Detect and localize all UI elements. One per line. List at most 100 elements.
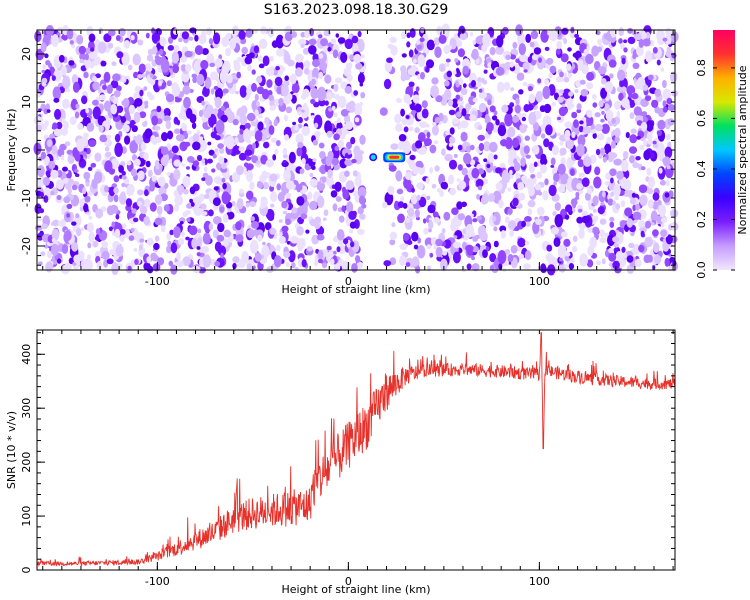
heatmap-cell: [500, 230, 506, 239]
heatmap-cell: [642, 84, 649, 91]
heatmap-cell: [146, 256, 152, 264]
heatmap-cell: [213, 85, 219, 90]
heatmap-cell: [314, 260, 318, 267]
heatmap-cell: [88, 231, 95, 243]
heatmap-cell: [384, 60, 393, 73]
heatmap-cell: [397, 201, 404, 209]
heatmap-cell: [131, 208, 137, 214]
heatmap-y-tick-label: 0: [20, 147, 33, 154]
heatmap-cell: [581, 177, 590, 187]
heatmap-cell: [471, 245, 479, 253]
heatmap-cell: [487, 152, 495, 163]
heatmap-cell: [301, 126, 311, 136]
heatmap-cell: [354, 103, 361, 111]
heatmap-cell: [115, 35, 121, 41]
heatmap-cell: [275, 66, 280, 71]
heatmap-cell: [40, 42, 47, 53]
heatmap-cell: [83, 71, 89, 79]
heatmap-cell: [264, 117, 270, 125]
heatmap-cell: [475, 35, 485, 45]
heatmap-cell: [176, 252, 182, 261]
heatmap-cell: [43, 108, 49, 115]
heatmap-cell: [251, 69, 256, 75]
heatmap-cell: [256, 180, 264, 189]
heatmap-cell: [516, 72, 525, 81]
heatmap-cell: [613, 158, 622, 166]
heatmap-cell: [44, 53, 49, 59]
heatmap-cell: [37, 165, 45, 178]
heatmap-cell: [512, 41, 518, 49]
heatmap-cell: [394, 113, 402, 124]
heatmap-cell: [42, 64, 47, 70]
heatmap-cell: [85, 259, 93, 271]
heatmap-cell: [472, 39, 477, 45]
heatmap-cell: [457, 99, 464, 106]
heatmap-cell: [492, 215, 497, 222]
heatmap-cell: [72, 261, 77, 266]
heatmap-cell: [232, 118, 239, 126]
heatmap-cell: [208, 149, 215, 156]
heatmap-cell: [256, 101, 260, 107]
heatmap-cell: [133, 247, 138, 252]
heatmap-cell: [452, 118, 460, 125]
heatmap-cell: [596, 46, 603, 53]
heatmap-cell: [469, 144, 475, 151]
heatmap-cell: [509, 102, 515, 108]
heatmap-cell: [317, 34, 323, 39]
heatmap-cell: [549, 65, 557, 74]
heatmap-cell: [472, 218, 478, 223]
heatmap-cell: [632, 53, 637, 60]
heatmap-cell: [540, 153, 547, 164]
heatmap-cell: [207, 141, 212, 146]
heatmap-cell: [601, 123, 610, 134]
heatmap-cell: [51, 237, 56, 243]
heatmap-cell: [168, 65, 173, 69]
heatmap-cell: [483, 80, 488, 85]
heatmap-cell: [665, 35, 672, 45]
heatmap-cell: [536, 92, 543, 99]
heatmap-cell: [147, 169, 153, 177]
heatmap-cell: [314, 122, 319, 129]
heatmap-cell: [184, 141, 191, 147]
heatmap-cell: [577, 159, 584, 168]
heatmap-cell: [426, 131, 431, 139]
heatmap-cell: [477, 125, 483, 131]
heatmap-cell: [47, 250, 52, 259]
heatmap-cell: [271, 41, 277, 47]
heatmap-cell: [556, 40, 562, 50]
heatmap-cell: [291, 94, 297, 104]
heatmap-cell: [156, 205, 163, 215]
heatmap-cell: [187, 156, 195, 163]
heatmap-cell: [355, 62, 363, 70]
heatmap-cell: [260, 204, 264, 210]
heatmap-cell: [524, 241, 530, 246]
heatmap-cell: [518, 89, 524, 95]
heatmap-cell: [448, 174, 455, 185]
heatmap-cell: [507, 126, 516, 138]
heatmap-cell: [168, 260, 174, 267]
heatmap-cell: [238, 146, 245, 152]
heatmap-cell: [62, 166, 68, 172]
heatmap-cell: [409, 28, 416, 38]
heatmap-cell: [291, 207, 298, 214]
heatmap-cell: [538, 57, 542, 63]
heatmap-cell: [508, 220, 516, 230]
heatmap-cell: [137, 74, 143, 79]
heatmap-cell: [406, 32, 411, 39]
heatmap-cell: [209, 62, 215, 67]
heatmap-cell: [509, 230, 514, 237]
heatmap-cell: [138, 244, 143, 251]
heatmap-cell: [192, 141, 201, 151]
heatmap-cell: [301, 158, 306, 165]
heatmap-cell: [411, 187, 415, 193]
heatmap-cell: [585, 53, 594, 65]
heatmap-cells: [33, 23, 679, 276]
heatmap-cell: [540, 29, 549, 43]
heatmap-cell: [113, 194, 119, 203]
heatmap-cell: [254, 93, 259, 101]
heatmap-cell: [133, 92, 140, 99]
heatmap-cell: [239, 114, 248, 126]
heatmap-cell: [507, 254, 514, 262]
heatmap-cell: [318, 53, 324, 59]
heatmap-cell: [203, 194, 210, 199]
